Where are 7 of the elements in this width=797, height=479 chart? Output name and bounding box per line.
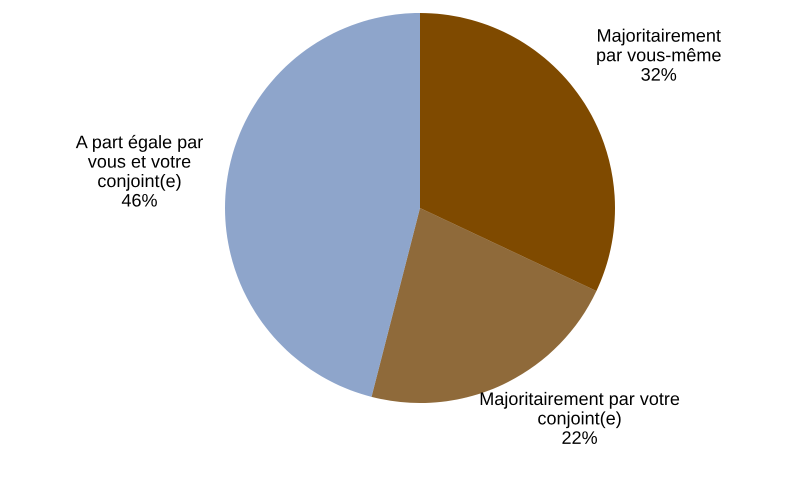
- pie-slice: [225, 13, 420, 397]
- slice-label: A part égale par vous et votre conjoint(e): [76, 134, 203, 191]
- data-label: 32%: [641, 68, 676, 81]
- data-label: 22%: [562, 431, 598, 444]
- slice-label: Majoritairement par votre conjoint(e): [480, 392, 680, 428]
- data-label: 46%: [122, 194, 157, 207]
- slice-label: Majoritairement par vous-même: [597, 28, 721, 65]
